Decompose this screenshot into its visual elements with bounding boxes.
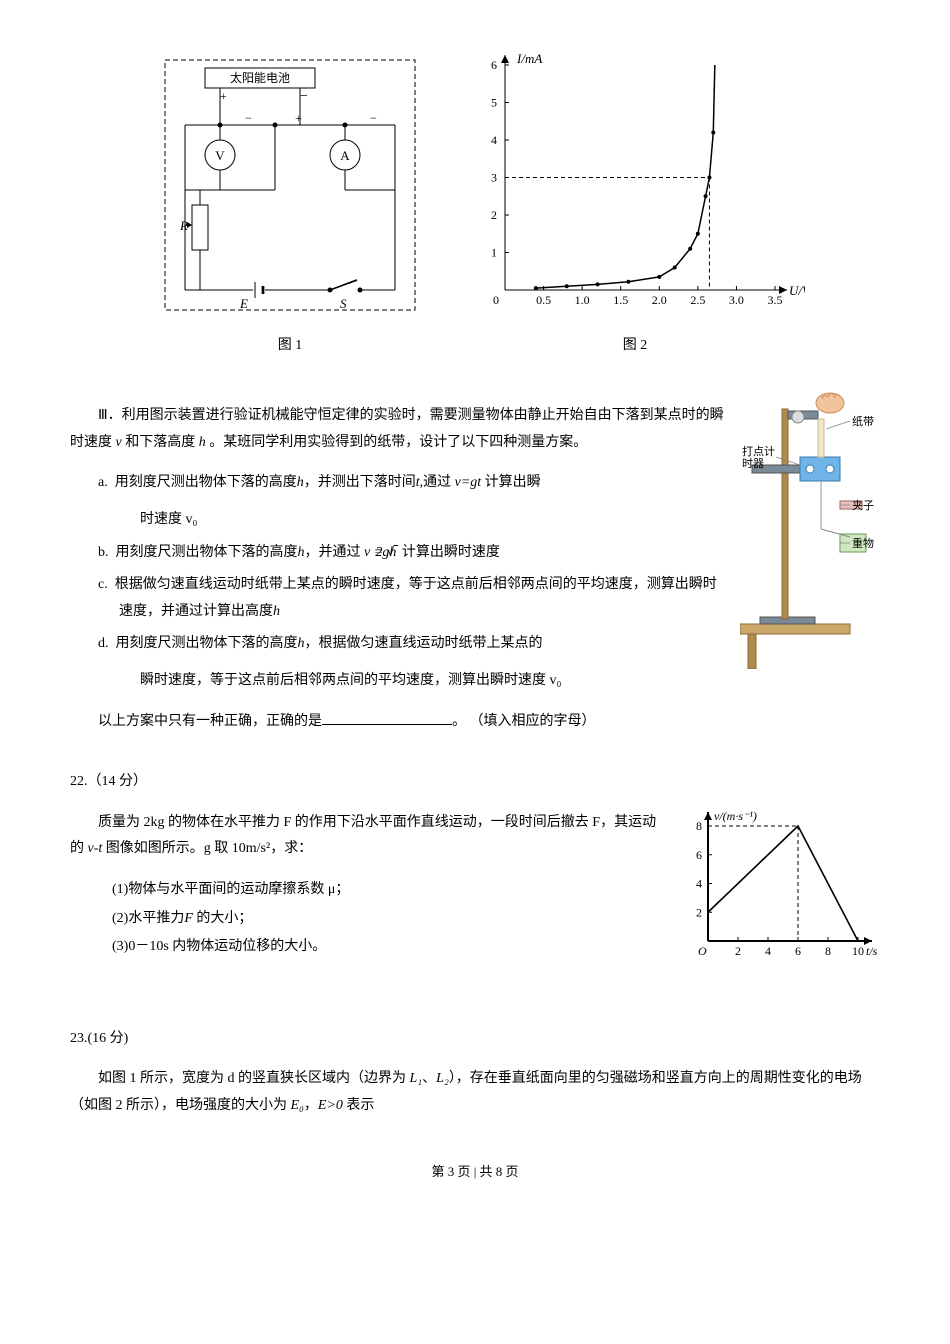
svg-text:4: 4: [491, 133, 497, 147]
svg-text:4: 4: [765, 944, 771, 958]
svg-text:2.0: 2.0: [652, 293, 667, 307]
section3-conclusion: 以上方案中只有一种正确，正确的是。 （填入相应的字母）: [98, 709, 730, 736]
svg-text:U/V: U/V: [789, 283, 805, 298]
q22-i1: (1)物体与水平面间的运动摩擦系数 μ；: [112, 877, 660, 904]
svg-text:1.5: 1.5: [613, 293, 628, 307]
svg-text:t/s: t/s: [866, 944, 878, 958]
resistor-label: R: [179, 218, 188, 233]
svg-text:1.0: 1.0: [575, 293, 590, 307]
circuit-caption: 图 1: [145, 333, 435, 360]
q22-title: 22.（14 分）: [70, 769, 880, 796]
option-c: c. 根据做匀速直线运动时纸带上某点的瞬时速度，等于这点前后相邻两点间的平均速度…: [98, 572, 730, 625]
svg-text:−: −: [300, 89, 308, 104]
svg-text:0.5: 0.5: [536, 293, 551, 307]
svg-text:0: 0: [493, 293, 499, 307]
clip-label: 夹子: [852, 499, 874, 512]
svg-text:2: 2: [696, 905, 702, 919]
tape-label: 纸带: [852, 415, 874, 428]
figures-row: 太阳能电池 + − V A − + −: [70, 40, 880, 359]
option-d: d. 用刻度尺测出物体下落的高度h，根据做匀速直线运动时纸带上某点的 瞬时速度，…: [98, 631, 730, 694]
q23-title: 23.(16 分): [70, 1026, 880, 1053]
battery-label: 太阳能电池: [230, 70, 290, 85]
svg-text:1: 1: [491, 246, 497, 260]
option-a: a. 用刻度尺测出物体下落的高度h，并测出下落时间t,通过 v=gt 计算出瞬 …: [98, 470, 730, 533]
svg-text:5: 5: [491, 96, 497, 110]
svg-text:3: 3: [491, 171, 497, 185]
q23-p1: 如图 1 所示，宽度为 d 的竖直狭长区域内（边界为 L₁、L₂），存在垂直纸面…: [70, 1066, 880, 1119]
q22-i2: (2)水平推力F 的大小；: [112, 906, 660, 933]
voltmeter-label: V: [215, 148, 225, 163]
svg-text:+: +: [295, 111, 302, 125]
circuit-figure: 太阳能电池 + − V A − + −: [145, 40, 435, 359]
svg-text:2: 2: [491, 208, 497, 222]
svg-text:O: O: [698, 944, 707, 958]
iu-chart-figure: 0.5 1.0 1.5 2.0 2.5 3.0 3.5 1 2 3 4 5 6 0 I/mA U/V 图 2: [465, 40, 805, 359]
svg-text:3.5: 3.5: [768, 293, 783, 307]
svg-text:v/(m·s⁻¹): v/(m·s⁻¹): [714, 809, 757, 823]
svg-text:6: 6: [795, 944, 801, 958]
q23: 23.(16 分) 如图 1 所示，宽度为 d 的竖直狭长区域内（边界为 L₁、…: [70, 1026, 880, 1120]
svg-text:4: 4: [696, 876, 702, 890]
svg-text:2.5: 2.5: [690, 293, 705, 307]
svg-text:6: 6: [696, 847, 702, 861]
q22-i3: (3)0－10s 内物体运动位移的大小。: [112, 934, 660, 961]
svg-text:10: 10: [852, 944, 864, 958]
apparatus-svg: 打点计时器 纸带 夹子 重物: [740, 389, 880, 669]
iu-caption: 图 2: [465, 333, 805, 360]
svg-text:6: 6: [491, 58, 497, 72]
option-b: b. 用刻度尺测出物体下落的高度h，并通过 v = √2gh 计算出瞬时速度: [98, 540, 730, 567]
section3: Ⅲ．利用图示装置进行验证机械能守恒定律的实验时，需要测量物体由静止开始自由下落到…: [70, 389, 880, 749]
q22-p1: 质量为 2kg 的物体在水平推力 F 的作用下沿水平面作直线运动，一段时间后撤去…: [70, 810, 660, 863]
svg-text:3.0: 3.0: [729, 293, 744, 307]
vt-chart-svg: 2 4 6 8 10 2 4 6 8 Ov/(m·s⁻¹) t/s: [680, 796, 880, 966]
svg-text:I/mA: I/mA: [516, 51, 542, 66]
svg-text:+: +: [220, 89, 227, 103]
svg-text:8: 8: [696, 819, 702, 833]
iu-chart-svg: 0.5 1.0 1.5 2.0 2.5 3.0 3.5 1 2 3 4 5 6 0 I/mA U/V: [465, 40, 805, 320]
svg-text:8: 8: [825, 944, 831, 958]
svg-text:−: −: [370, 111, 377, 125]
weight-label: 重物: [852, 536, 874, 550]
svg-text:−: −: [245, 111, 252, 125]
page-footer: 第 3 页 | 共 8 页: [70, 1160, 880, 1185]
circuit-svg: 太阳能电池 + − V A − + −: [145, 40, 435, 320]
svg-text:2: 2: [735, 944, 741, 958]
switch-label: S: [340, 296, 347, 311]
q22: 22.（14 分） 质量为 2kg 的物体在水平推力 F 的作用下沿水平面作直线…: [70, 769, 880, 966]
emf-label: E: [239, 296, 248, 311]
section3-heading: Ⅲ．利用图示装置进行验证机械能守恒定律的实验时，需要测量物体由静止开始自由下落到…: [70, 403, 730, 456]
ammeter-label: A: [340, 148, 350, 163]
